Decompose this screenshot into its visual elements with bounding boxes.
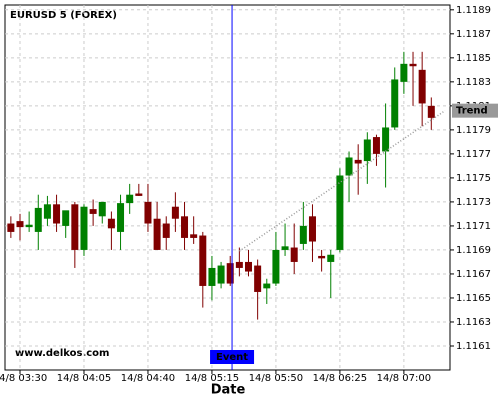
trend-line: [238, 110, 446, 252]
y-tick-label: 1.1189: [456, 5, 491, 16]
candle-body: [43, 204, 51, 219]
candle-body: [171, 206, 179, 219]
y-tick-label: 1.1167: [456, 269, 491, 280]
trend-label: Trend: [456, 106, 488, 117]
candle-body: [34, 207, 42, 232]
candle-body: [53, 204, 61, 224]
y-tick-label: 1.1169: [456, 245, 491, 256]
x-tick-label: 14/8 05:50: [249, 373, 303, 384]
candle-body: [7, 223, 15, 232]
candle-body: [71, 204, 79, 250]
x-tick-label: 14/8 05:15: [185, 373, 239, 384]
candle-body: [318, 255, 326, 259]
x-tick-label: 14/8 03:30: [0, 373, 47, 384]
candle-body: [217, 265, 225, 284]
candle-body: [272, 249, 280, 284]
candle-body: [281, 246, 289, 250]
candle-body: [107, 218, 115, 229]
candle-body: [153, 218, 161, 250]
x-axis-label: Date: [211, 383, 246, 398]
y-tick-label: 1.1187: [456, 29, 491, 40]
candle-body: [400, 63, 408, 82]
candle-body: [245, 261, 252, 272]
candle-body: [391, 79, 399, 128]
watermark: www.delkos.com: [15, 348, 109, 359]
y-tick-label: 1.1171: [456, 221, 491, 232]
candle-body: [162, 223, 170, 238]
y-tick-label: 1.1163: [456, 317, 491, 328]
candle-body: [190, 234, 198, 238]
candle-body: [372, 137, 380, 154]
candle-body: [363, 139, 371, 162]
candle-body: [181, 216, 189, 238]
y-tick-label: 1.1161: [456, 341, 491, 352]
y-tick-label: 1.1175: [456, 173, 491, 184]
candle-body: [144, 201, 152, 224]
candle-body: [235, 261, 243, 268]
candle-body: [16, 221, 24, 228]
x-tick-label: 14/8 04:40: [121, 373, 175, 384]
x-tick-label: 14/8 04:05: [57, 373, 111, 384]
candle-body: [254, 265, 262, 292]
chart-title: EURUSD 5 (FOREX): [10, 10, 117, 21]
candle-body: [299, 225, 307, 244]
x-tick-label: 14/8 06:25: [313, 373, 367, 384]
plot-area: [4, 4, 451, 371]
candle-body: [345, 157, 353, 176]
candle-body: [135, 193, 143, 196]
candle-body: [199, 235, 207, 286]
candle-body: [226, 263, 234, 284]
candle-body: [126, 194, 134, 204]
candle-body: [80, 206, 88, 250]
candle-body: [427, 105, 435, 118]
candle-body: [25, 224, 33, 228]
candle-body: [117, 203, 125, 232]
y-tick-label: 1.1173: [456, 197, 491, 208]
candle-body: [62, 210, 70, 226]
event-label: Event: [216, 352, 248, 363]
candle-body: [98, 201, 106, 217]
trend-label-box: [452, 103, 498, 118]
candle-body: [208, 267, 216, 286]
event-label-box: [210, 350, 255, 364]
candle-body: [263, 283, 271, 289]
y-tick-label: 1.1165: [456, 293, 491, 304]
candle-body: [354, 159, 362, 164]
candle-body: [327, 254, 335, 262]
candle-body: [290, 247, 298, 262]
candle-body: [336, 175, 344, 250]
x-tick-label: 14/8 07:00: [377, 373, 431, 384]
candle-body: [89, 209, 97, 214]
y-tick-label: 1.1179: [456, 125, 491, 136]
candle-body: [382, 127, 390, 152]
candle-body: [409, 63, 417, 67]
candle-body: [308, 216, 316, 242]
y-tick-label: 1.1177: [456, 149, 491, 160]
y-tick-label: 1.1185: [456, 53, 491, 64]
y-tick-label: 1.1183: [456, 77, 491, 88]
candle-body: [418, 69, 426, 104]
